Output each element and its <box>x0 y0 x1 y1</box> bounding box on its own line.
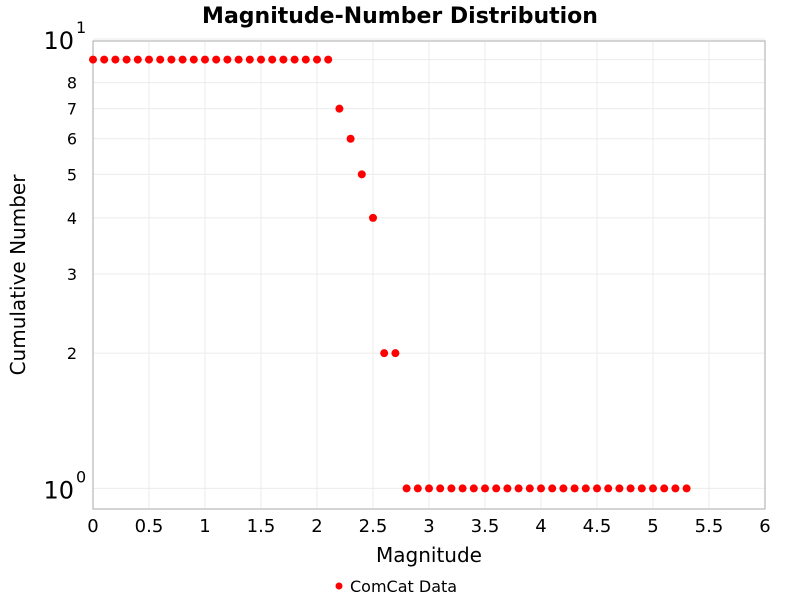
y-tick-base: 10 <box>43 476 74 504</box>
y-tick-label: 4 <box>67 209 77 228</box>
data-point <box>100 55 109 64</box>
data-point <box>313 55 321 64</box>
x-axis-label: Magnitude <box>376 543 482 567</box>
data-point <box>682 484 691 493</box>
data-point <box>637 484 646 493</box>
data-point <box>671 484 680 493</box>
data-point <box>335 104 344 113</box>
data-point <box>615 484 624 493</box>
x-tick-label: 5.5 <box>695 516 724 537</box>
data-point <box>257 55 265 64</box>
y-tick-base: 10 <box>43 27 74 55</box>
data-point <box>290 55 299 64</box>
data-point <box>357 170 366 179</box>
data-point <box>660 484 669 493</box>
data-point <box>223 55 232 64</box>
data-point <box>234 55 243 64</box>
y-major-tick-label: 10 <box>43 27 74 55</box>
data-point <box>626 484 635 493</box>
data-point <box>245 55 254 64</box>
data-point <box>324 55 333 64</box>
x-tick-label: 3.5 <box>471 516 500 537</box>
x-tick-label: 1.5 <box>247 516 276 537</box>
data-point <box>604 484 613 493</box>
x-tick-label: 6 <box>759 516 770 537</box>
data-point <box>301 55 310 64</box>
x-axis-ticks: 0 0.5 1 1.5 2 2.5 3 3.5 4 4.5 5 5.5 6 <box>87 516 770 537</box>
data-point <box>570 484 579 493</box>
y-tick-label: 3 <box>67 265 77 284</box>
data-point <box>436 484 445 493</box>
y-tick-label: 5 <box>67 165 77 184</box>
data-point <box>391 349 400 358</box>
x-tick-label: 1 <box>199 516 210 537</box>
data-point <box>514 484 523 493</box>
legend-marker <box>335 582 343 590</box>
data-point <box>189 55 198 64</box>
chart-title: Magnitude-Number Distribution <box>202 4 598 29</box>
data-point <box>537 484 545 493</box>
y-tick-exponent: 1 <box>76 18 86 37</box>
x-tick-label: 5 <box>647 516 658 537</box>
x-tick-label: 2.5 <box>359 516 388 537</box>
data-points <box>89 55 691 493</box>
data-point <box>492 484 501 493</box>
x-tick-label: 4.5 <box>583 516 612 537</box>
x-tick-label: 2 <box>311 516 322 537</box>
data-point <box>89 55 97 64</box>
data-point <box>380 349 389 358</box>
x-tick-label: 4 <box>535 516 546 537</box>
plot-area <box>92 40 766 510</box>
data-point <box>425 484 433 493</box>
data-point <box>413 484 422 493</box>
y-tick-exponent: 0 <box>76 467 86 486</box>
data-point <box>548 484 557 493</box>
x-tick-label: 3 <box>423 516 434 537</box>
y-major-tick-label: 10 <box>43 476 74 504</box>
data-point <box>122 55 131 64</box>
data-point <box>469 484 478 493</box>
data-point <box>133 55 142 64</box>
legend-label[interactable]: ComCat Data <box>350 577 457 596</box>
data-point <box>481 484 489 493</box>
data-point <box>178 55 187 64</box>
data-point <box>559 484 568 493</box>
data-point <box>268 55 277 64</box>
data-point <box>581 484 590 493</box>
y-axis-label: Cumulative Number <box>6 174 30 376</box>
y-tick-label: 8 <box>67 74 77 93</box>
data-point <box>156 55 165 64</box>
data-point <box>525 484 534 493</box>
grid <box>92 38 766 509</box>
data-point <box>369 213 377 222</box>
data-point <box>593 484 601 493</box>
data-point <box>503 484 512 493</box>
data-point <box>145 55 153 64</box>
data-point <box>201 55 209 64</box>
data-point <box>279 55 288 64</box>
data-point <box>167 55 176 64</box>
data-point <box>458 484 467 493</box>
data-point <box>111 55 120 64</box>
x-tick-label: 0 <box>87 516 98 537</box>
data-point <box>212 55 221 64</box>
y-tick-label: 2 <box>67 344 77 363</box>
x-tick-label: 0.5 <box>135 516 164 537</box>
y-tick-label: 7 <box>67 100 77 119</box>
y-tick-label: 6 <box>67 130 77 149</box>
data-point <box>402 484 411 493</box>
data-point <box>447 484 456 493</box>
data-point <box>346 134 355 143</box>
data-point <box>649 484 657 493</box>
